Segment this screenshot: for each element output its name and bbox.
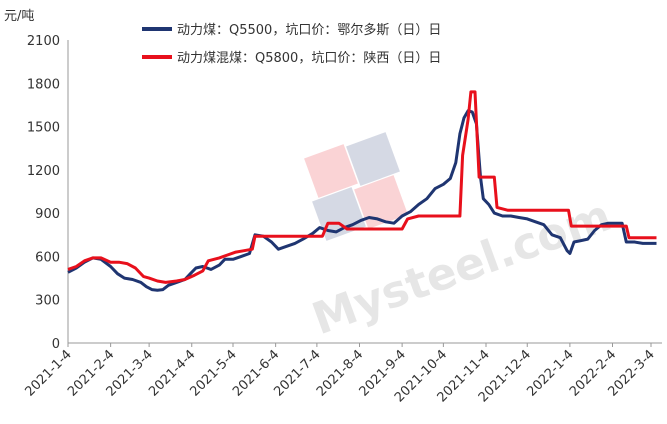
y-tick-label: 600: [35, 250, 60, 265]
watermark-block-2: [346, 132, 400, 186]
watermark-block-1: [304, 144, 358, 198]
y-tick-label: 1800: [27, 77, 60, 92]
y-tick-labels: 0 300 600 900 1200 1500 1800 2100: [27, 34, 60, 352]
series-line-q5500: [67, 109, 657, 292]
y-tick-label: 0: [52, 337, 60, 352]
legend: 动力煤：Q5500，坑口价：鄂尔多斯（日）日 动力煤混煤：Q5800，坑口价：陕…: [142, 22, 441, 66]
legend-label-q5800: 动力煤混煤：Q5800，坑口价：陕西（日）日: [177, 51, 441, 66]
x-tick-labels: 2021-1-42021-2-42021-3-42021-4-42021-5-4…: [22, 343, 658, 405]
series-line-q5800: [67, 90, 657, 284]
watermark-block-4: [354, 175, 408, 229]
y-tick-label: 900: [35, 207, 60, 222]
y-unit-label: 元/吨: [4, 9, 34, 24]
y-tick-label: 2100: [27, 34, 60, 49]
series-lines: [67, 90, 657, 292]
y-tick-label: 300: [35, 294, 60, 309]
y-tick-label: 1500: [27, 121, 60, 136]
y-tick-label: 1200: [27, 164, 60, 179]
legend-label-q5500: 动力煤：Q5500，坑口价：鄂尔多斯（日）日: [177, 22, 441, 38]
